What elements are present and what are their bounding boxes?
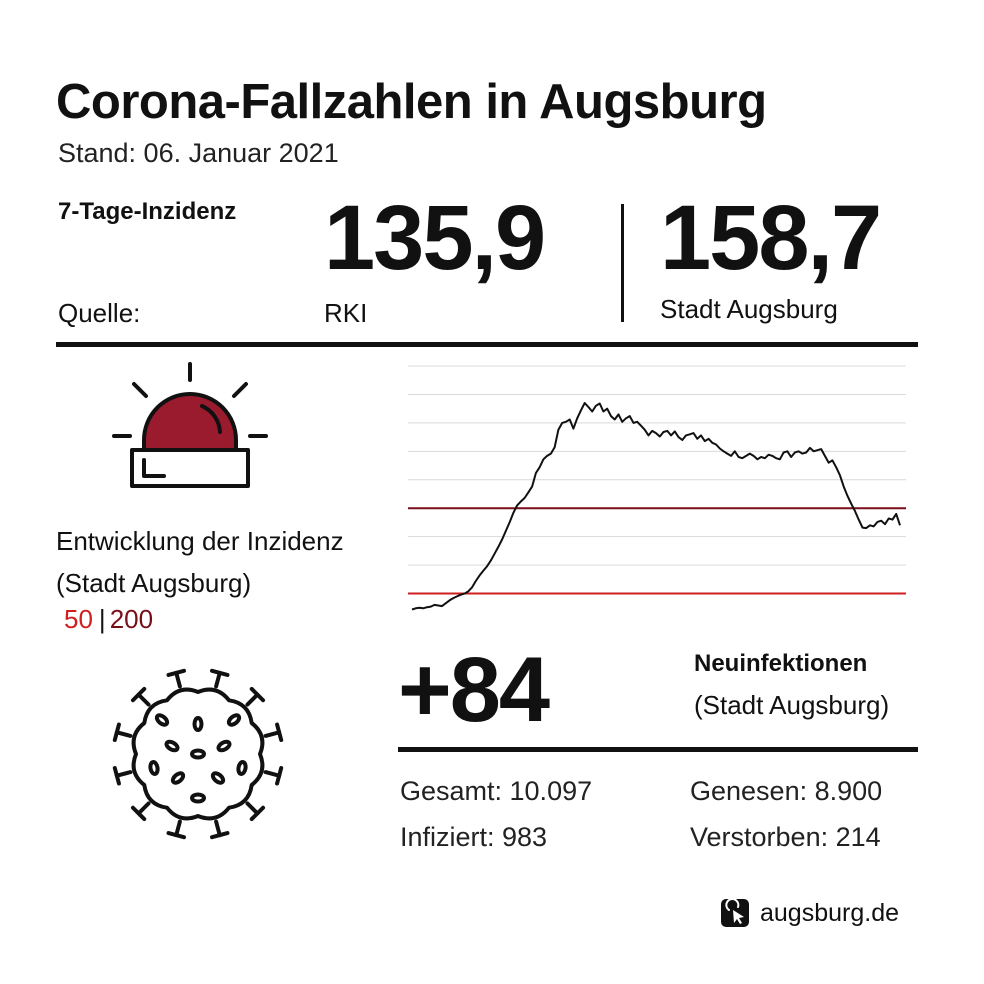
incidence-line-chart [408, 365, 906, 611]
stat-infiziert: Infiziert: 983 [400, 822, 548, 852]
legend-50: 50 [64, 604, 93, 634]
virus-icon [112, 668, 284, 840]
series-line-0 [411, 402, 901, 611]
vertical-divider [621, 204, 624, 322]
date-stamp: Stand: 06. Januar 2021 [58, 138, 339, 168]
stat-genesen: Genesen: 8.900 [690, 776, 883, 806]
chart-legend: 50 | 200 [64, 604, 153, 635]
legend-separator: | [98, 604, 106, 634]
incidence-value-rki: 135,9 [324, 187, 546, 289]
footer-site[interactable]: augsburg.de [760, 898, 900, 927]
new-infections-sublabel: (Stadt Augsburg) [694, 690, 890, 720]
cursor-click-icon [721, 898, 749, 927]
chart-caption-line1: Entwicklung der Inzidenz [56, 526, 344, 556]
new-infections-value: +84 [398, 639, 550, 741]
footer-link[interactable]: augsburg.de [720, 898, 899, 928]
divider-top [56, 342, 918, 347]
siren-icon [112, 362, 268, 488]
chart-caption: Entwicklung der Inzidenz (Stadt Augsburg… [56, 520, 344, 604]
stat-gesamt: Gesamt: 10.097 [400, 776, 593, 806]
source-rki: RKI [324, 298, 368, 328]
divider-bottom [398, 747, 918, 752]
stat-verstorben: Verstorben: 214 [690, 822, 881, 852]
chart-caption-line2: (Stadt Augsburg) [56, 568, 252, 598]
page-title: Corona-Fallzahlen in Augsburg [56, 75, 767, 129]
incidence-value-city: 158,7 [660, 187, 882, 289]
source-city: Stadt Augsburg [660, 294, 838, 324]
legend-200: 200 [109, 604, 154, 634]
new-infections-label: Neuinfektionen [694, 650, 868, 677]
source-label: Quelle: [58, 298, 141, 328]
incidence-label: 7-Tage-Inzidenz [58, 198, 237, 225]
